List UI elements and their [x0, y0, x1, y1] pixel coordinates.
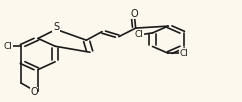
Text: O: O	[131, 9, 138, 19]
Text: Cl: Cl	[135, 30, 144, 39]
Text: O: O	[30, 87, 38, 97]
Text: Cl: Cl	[179, 49, 188, 58]
Text: Cl: Cl	[3, 42, 12, 51]
Text: S: S	[53, 22, 59, 32]
